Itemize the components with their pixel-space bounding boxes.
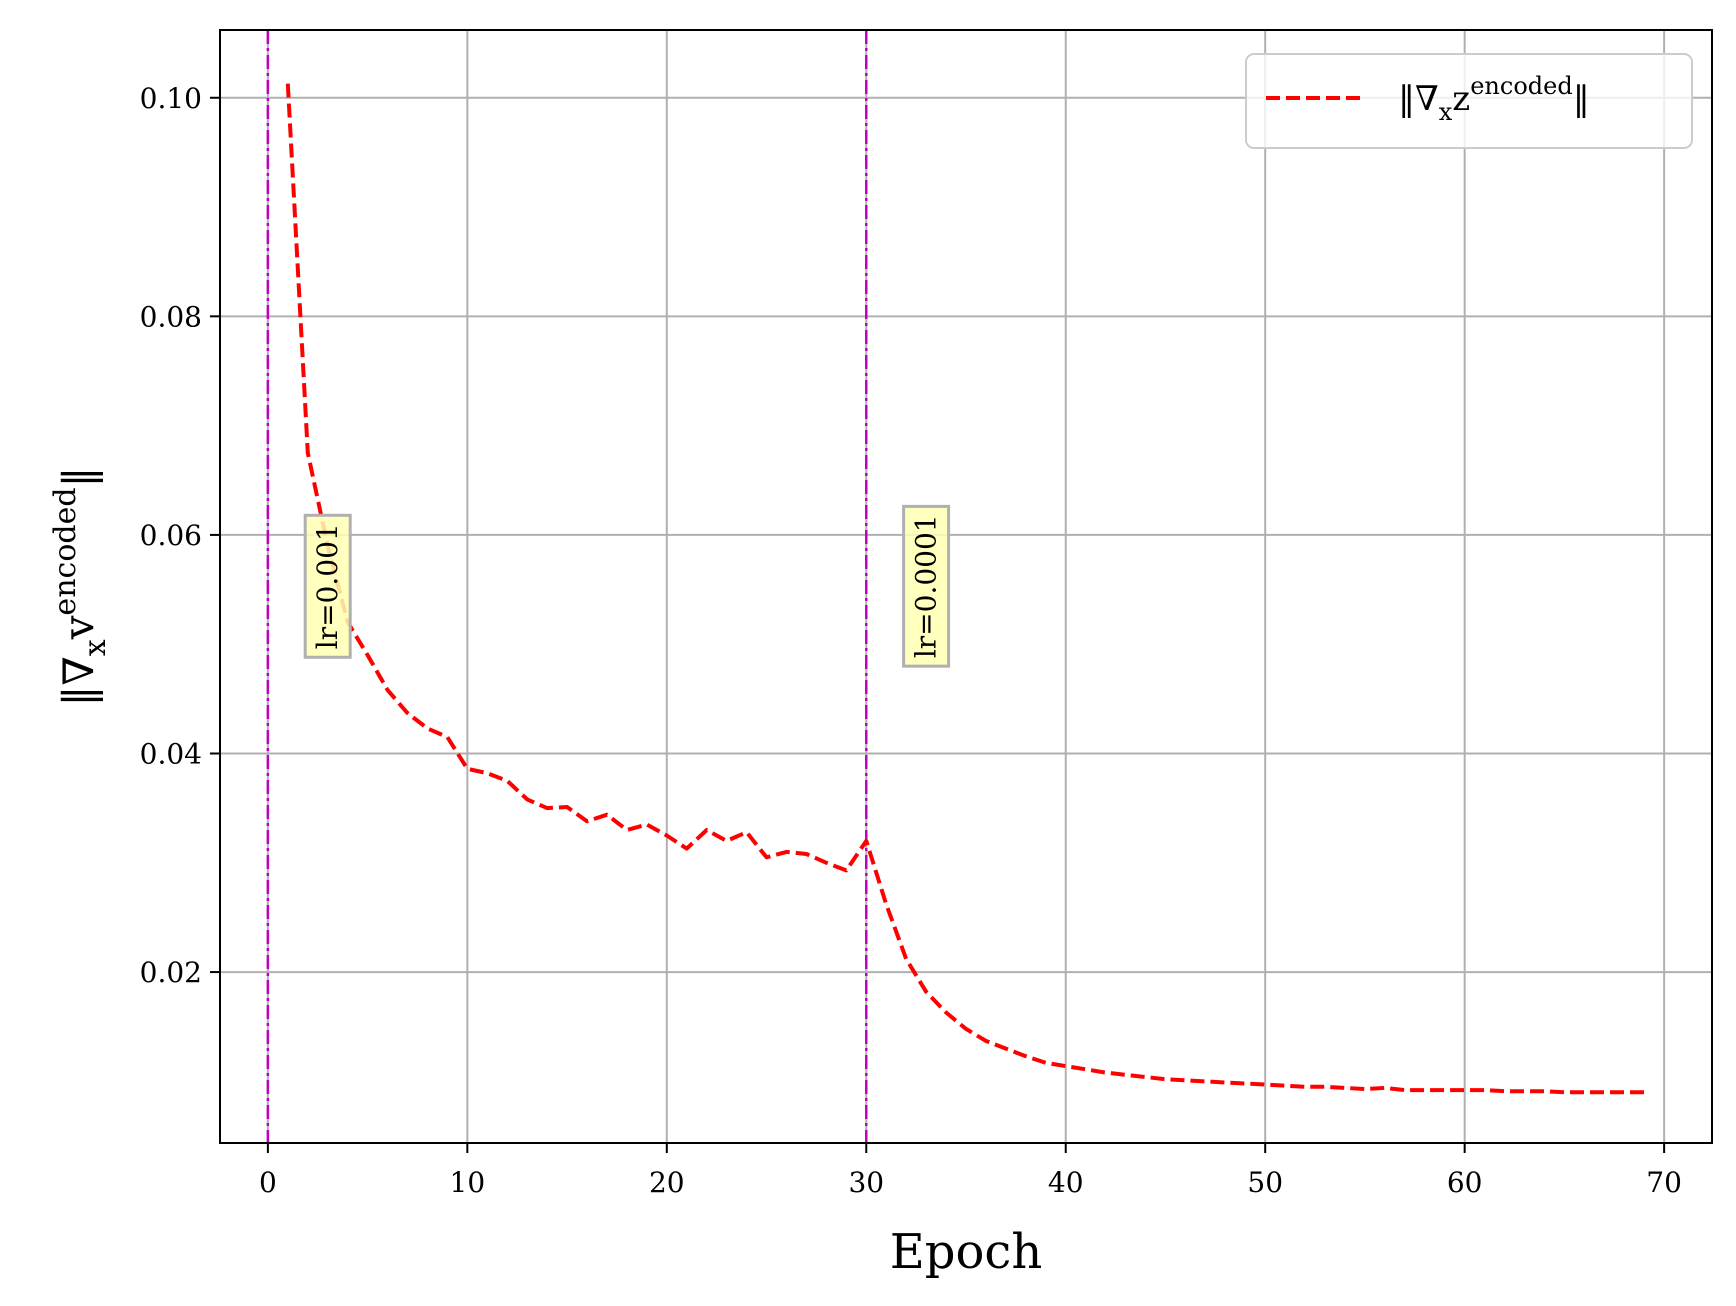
legend-box <box>1245 53 1693 149</box>
lr-annotation-box <box>902 504 951 668</box>
lr-annotation-box <box>303 513 352 659</box>
x-axis-ticks: 0 10 20 30 40 50 60 70 <box>259 1143 1682 1199</box>
x-tick-label: 0 <box>259 1166 277 1199</box>
y-tick-label: 0.02 <box>140 956 202 989</box>
x-tick-label: 10 <box>450 1166 486 1199</box>
lr-annotation: lr=0.001 <box>303 513 352 659</box>
series-line <box>285 83 1645 1095</box>
legend: ‖∇xzencoded‖ <box>1245 53 1693 149</box>
lr-annotation-text: lr=0.001 <box>311 523 344 649</box>
x-tick-label: 70 <box>1646 1166 1682 1199</box>
annotations: lr=0.001 lr=0.0001 <box>303 504 951 668</box>
lr-annotation-text: lr=0.0001 <box>910 514 943 658</box>
y-axis-label: ‖∇xvencoded‖ <box>48 466 113 706</box>
learning-rate-markers <box>266 30 868 1143</box>
y-tick-label: 0.06 <box>140 519 202 552</box>
x-tick-label: 20 <box>649 1166 685 1199</box>
y-axis-ticks: 0.02 0.04 0.06 0.08 0.10 <box>140 82 220 989</box>
x-axis-label: Epoch <box>890 1224 1042 1280</box>
lr-annotation: lr=0.0001 <box>902 504 951 668</box>
y-tick-label: 0.08 <box>140 300 202 333</box>
y-tick-label: 0.10 <box>140 82 202 115</box>
svg-text:‖∇xvencoded‖: ‖∇xvencoded‖ <box>48 466 113 706</box>
x-tick-label: 60 <box>1447 1166 1483 1199</box>
x-tick-label: 50 <box>1247 1166 1283 1199</box>
plot-frame <box>219 29 1713 1144</box>
grid <box>220 30 1712 1143</box>
x-tick-label: 40 <box>1048 1166 1084 1199</box>
series-layer <box>285 83 1645 1095</box>
x-tick-label: 30 <box>848 1166 884 1199</box>
legend-label: ‖∇xzencoded‖ <box>1398 72 1590 126</box>
y-tick-label: 0.04 <box>140 737 202 770</box>
